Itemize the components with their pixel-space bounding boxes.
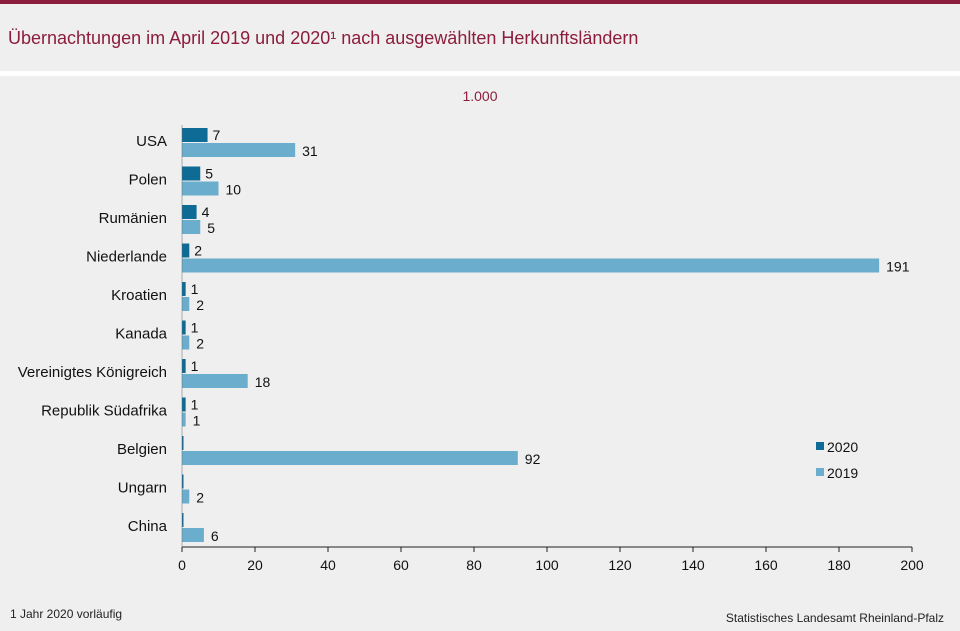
bar-2020-republik-s-dafrika: [182, 397, 186, 412]
bar-2019-kanada: [182, 335, 190, 350]
x-tick-label-200: 200: [900, 557, 924, 573]
category-label-kanada: Kanada: [115, 326, 167, 343]
category-label-polen: Polen: [129, 172, 167, 189]
data-label-2020-republik-s-dafrika: 1: [191, 397, 199, 413]
unit-label: 1.000: [462, 88, 498, 104]
source-credit: Statistisches Landesamt Rheinland-Pfalz: [725, 611, 944, 625]
data-label-2019-rum-nien: 5: [207, 220, 215, 236]
x-tick-label-0: 0: [178, 557, 186, 573]
header-divider: [0, 71, 960, 76]
legend-label-2020: 2020: [827, 439, 858, 455]
x-tick-label-180: 180: [827, 557, 851, 573]
data-label-2020-vereinigtes-k-nigreich: 1: [191, 358, 199, 374]
bar-2020-kanada: [182, 320, 186, 335]
top-accent-bar: [0, 0, 960, 4]
bar-2019-niederlande: [182, 258, 880, 273]
data-label-2020-niederlande: 2: [194, 243, 202, 259]
data-label-2020-kroatien: 1: [191, 281, 199, 297]
data-label-2019-china: 6: [211, 528, 219, 544]
bar-2020-kroatien: [182, 282, 186, 296]
category-label-republik-s-dafrika: Republik Südafrika: [41, 403, 168, 420]
bar-2019-rum-nien: [182, 220, 201, 234]
category-label-rum-nien: Rumänien: [99, 210, 167, 227]
x-tick-label-160: 160: [754, 557, 778, 573]
chart-title: Übernachtungen im April 2019 und 2020¹ n…: [8, 28, 639, 48]
category-label-china: China: [128, 518, 168, 535]
data-label-2019-kanada: 2: [196, 336, 204, 352]
bar-2019-polen: [182, 181, 219, 196]
bar-2019-ungarn: [182, 489, 190, 504]
bar-2020-china: [182, 513, 184, 527]
data-label-2019-ungarn: 2: [196, 490, 204, 506]
category-label-niederlande: Niederlande: [86, 249, 167, 266]
bar-2019-kroatien: [182, 297, 190, 311]
x-tick-label-80: 80: [466, 557, 482, 573]
bar-2020-ungarn: [182, 474, 184, 489]
bar-2019-republik-s-dafrika: [182, 412, 186, 427]
data-label-2020-kanada: 1: [191, 320, 199, 336]
bar-2020-vereinigtes-k-nigreich: [182, 359, 186, 373]
legend-swatch-2019: [816, 468, 824, 476]
category-label-kroatien: Kroatien: [111, 287, 167, 304]
legend-label-2019: 2019: [827, 465, 858, 481]
bar-2019-usa: [182, 143, 296, 157]
footnote: 1 Jahr 2020 vorläufig: [10, 607, 123, 621]
bar-2020-rum-nien: [182, 205, 197, 219]
bar-2019-vereinigtes-k-nigreich: [182, 374, 248, 388]
x-tick-label-140: 140: [681, 557, 705, 573]
data-label-2020-rum-nien: 4: [202, 204, 210, 220]
x-tick-label-60: 60: [393, 557, 409, 573]
data-label-2019-republik-s-dafrika: 1: [193, 413, 201, 429]
data-label-2019-polen: 10: [226, 182, 242, 198]
data-label-2019-kroatien: 2: [196, 297, 204, 313]
legend-swatch-2020: [816, 442, 824, 450]
data-label-2020-polen: 5: [205, 166, 213, 182]
bar-2020-usa: [182, 128, 208, 142]
bar-2020-belgien: [182, 436, 184, 450]
data-label-2019-niederlande: 191: [886, 259, 910, 275]
x-tick-label-120: 120: [608, 557, 632, 573]
x-tick-label-100: 100: [535, 557, 559, 573]
bar-2020-polen: [182, 166, 201, 181]
x-tick-label-40: 40: [320, 557, 336, 573]
bar-2020-niederlande: [182, 243, 190, 258]
category-label-vereinigtes-k-nigreich: Vereinigtes Königreich: [18, 364, 167, 381]
bar-2019-belgien: [182, 451, 518, 465]
data-label-2020-usa: 7: [213, 127, 221, 143]
category-label-belgien: Belgien: [117, 441, 167, 458]
x-tick-label-20: 20: [247, 557, 263, 573]
data-label-2019-belgien: 92: [525, 451, 541, 467]
data-label-2019-vereinigtes-k-nigreich: 18: [255, 374, 271, 390]
category-label-usa: USA: [136, 133, 167, 150]
category-label-ungarn: Ungarn: [118, 480, 167, 497]
bar-2019-china: [182, 528, 204, 542]
data-label-2019-usa: 31: [302, 143, 318, 159]
